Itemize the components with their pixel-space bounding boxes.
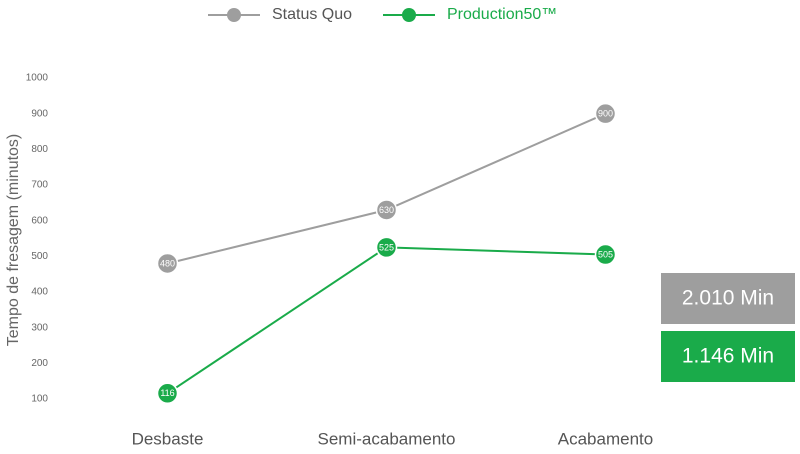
x-tick-label: Desbaste — [132, 429, 204, 448]
data-label: 525 — [379, 242, 394, 252]
y-axis-label: Tempo de fresagem (minutos) — [5, 134, 22, 347]
annotation: 1.146 Min — [682, 345, 774, 368]
legend-label: Status Quo — [272, 6, 352, 23]
point — [375, 236, 398, 259]
y-tick-label: 900 — [31, 108, 48, 119]
y-tick-label: 500 — [31, 251, 48, 262]
y-tick-label: 100 — [31, 394, 48, 405]
data-label: 480 — [160, 258, 175, 268]
y-tick-label: 200 — [31, 358, 48, 369]
series-line — [166, 246, 606, 395]
y-tick-label: 1000 — [26, 73, 49, 84]
legend-marker — [227, 8, 241, 22]
y-tick-label: 300 — [31, 322, 48, 333]
legend-marker — [402, 8, 416, 22]
y-tick-label: 600 — [31, 215, 48, 226]
point — [156, 382, 179, 405]
data-label: 900 — [598, 109, 613, 119]
annotation-box — [661, 331, 795, 382]
point — [594, 243, 617, 266]
x-tick-label: Acabamento — [558, 429, 653, 448]
y-tick-label: 800 — [31, 144, 48, 155]
annotation: 2.010 Min — [682, 287, 774, 310]
annotation-box — [661, 273, 795, 324]
point — [156, 252, 179, 275]
point — [375, 199, 398, 221]
point — [594, 102, 617, 125]
data-label: 505 — [598, 249, 613, 259]
data-label: 630 — [379, 205, 394, 215]
y-tick-label: 400 — [31, 287, 48, 298]
x-tick-label: Semi-acabamento — [318, 429, 456, 448]
data-label: 116 — [160, 388, 174, 398]
legend-label: Production50™ — [447, 6, 557, 23]
y-tick-label: 700 — [31, 180, 48, 191]
